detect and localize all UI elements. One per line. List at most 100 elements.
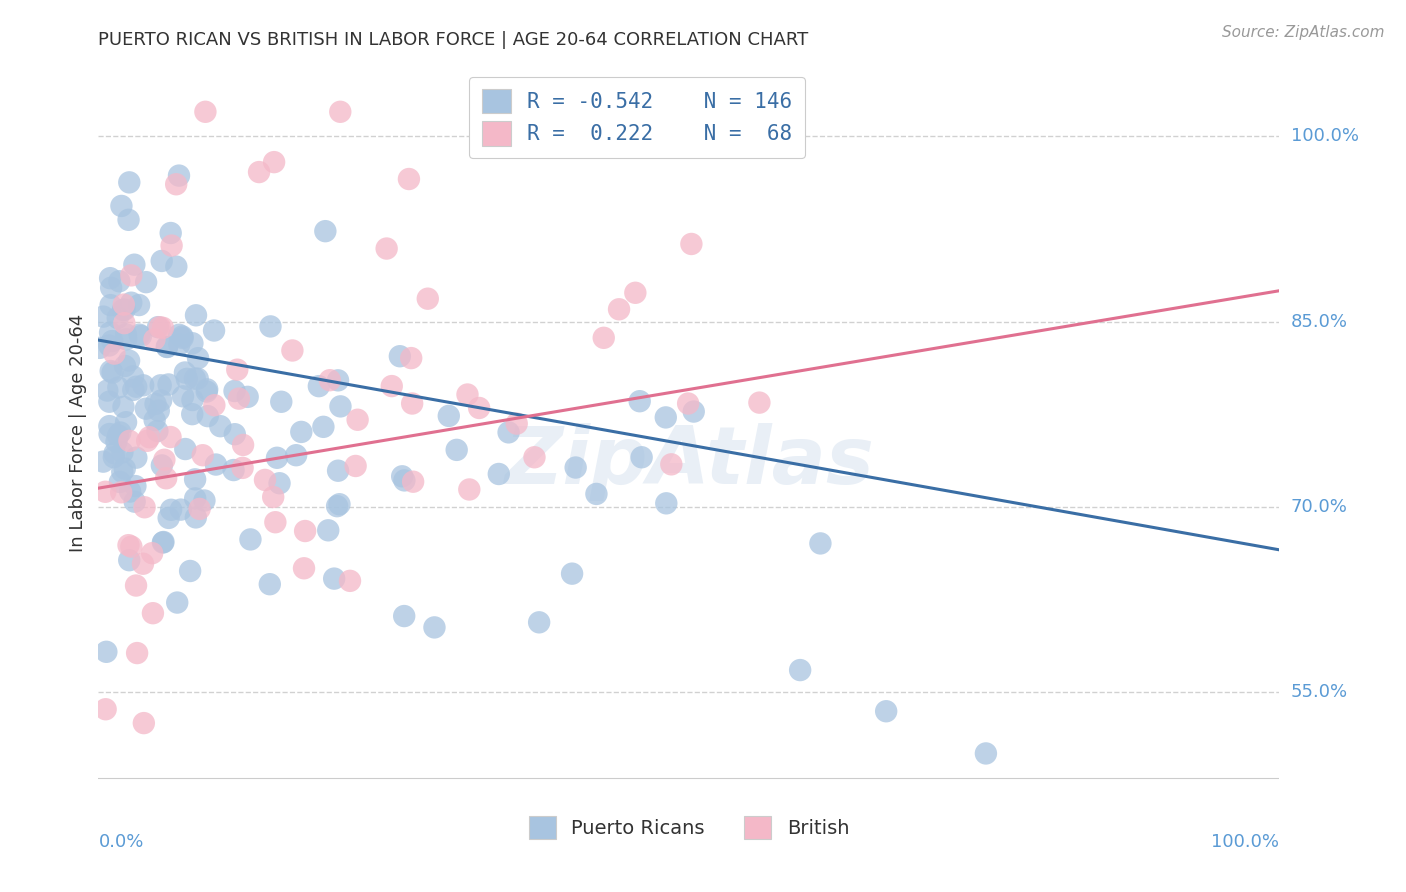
Point [111, 465, 134, 479]
Point [135, 275, 157, 289]
Point [655, 410, 678, 425]
Point [132, 378, 155, 392]
Point [498, 425, 520, 440]
Point [181, 336, 204, 351]
Point [98, 326, 121, 340]
Point [91, 310, 114, 324]
Text: 100.0%: 100.0% [1291, 128, 1358, 145]
Point [115, 332, 138, 346]
Point [128, 327, 150, 342]
Point [132, 716, 155, 731]
Point [259, 577, 281, 591]
Point [150, 458, 173, 473]
Point [124, 258, 146, 272]
Point [153, 452, 176, 467]
Point [561, 566, 583, 581]
Point [523, 450, 546, 465]
Point [110, 425, 132, 440]
Point [655, 496, 678, 510]
Point [682, 404, 704, 418]
Point [118, 353, 141, 368]
Point [160, 503, 183, 517]
Point [100, 364, 122, 378]
Point [391, 469, 413, 483]
Point [98, 427, 121, 442]
Point [94, 702, 117, 716]
Point [339, 574, 361, 588]
Point [875, 704, 897, 718]
Point [143, 413, 166, 427]
Point [224, 384, 246, 398]
Point [107, 310, 129, 325]
Point [628, 394, 651, 409]
Point [111, 445, 134, 459]
Point [98, 419, 121, 434]
Point [184, 472, 207, 486]
Point [112, 297, 135, 311]
Point [96, 645, 118, 659]
Point [120, 268, 142, 283]
Point [101, 334, 124, 348]
Point [94, 484, 117, 499]
Point [98, 394, 121, 409]
Point [468, 401, 491, 415]
Text: 100.0%: 100.0% [1212, 833, 1279, 851]
Point [156, 340, 179, 354]
Point [172, 389, 194, 403]
Point [630, 450, 652, 465]
Point [146, 320, 169, 334]
Point [392, 609, 415, 624]
Point [262, 490, 284, 504]
Point [149, 320, 172, 334]
Point [446, 442, 468, 457]
Point [312, 420, 335, 434]
Point [974, 747, 997, 761]
Point [194, 104, 217, 119]
Point [458, 483, 481, 497]
Point [103, 450, 125, 465]
Point [89, 341, 111, 355]
Point [157, 377, 180, 392]
Point [148, 403, 170, 417]
Point [184, 371, 207, 385]
Point [269, 476, 291, 491]
Point [226, 362, 249, 376]
Point [184, 491, 207, 506]
Point [110, 485, 132, 500]
Point [172, 329, 194, 343]
Point [118, 553, 141, 567]
Point [323, 572, 346, 586]
Point [179, 564, 201, 578]
Point [253, 473, 276, 487]
Point [222, 463, 245, 477]
Point [456, 387, 478, 401]
Point [488, 467, 510, 481]
Point [659, 458, 682, 472]
Point [193, 493, 215, 508]
Point [110, 199, 132, 213]
Point [398, 172, 420, 186]
Text: ZipAtlas: ZipAtlas [503, 423, 875, 501]
Point [98, 338, 121, 352]
Point [681, 237, 703, 252]
Point [810, 536, 832, 550]
Point [197, 409, 219, 424]
Point [159, 430, 181, 444]
Point [141, 546, 163, 560]
Point [191, 448, 214, 462]
Point [103, 446, 125, 460]
Point [308, 379, 330, 393]
Point [142, 606, 165, 620]
Point [96, 384, 118, 398]
Point [402, 475, 425, 489]
Point [170, 502, 193, 516]
Point [506, 417, 529, 431]
Point [202, 324, 225, 338]
Point [132, 557, 155, 571]
Point [105, 434, 128, 449]
Point [167, 337, 190, 351]
Point [124, 494, 146, 508]
Text: 85.0%: 85.0% [1291, 312, 1347, 331]
Point [326, 499, 349, 513]
Text: 55.0%: 55.0% [1291, 682, 1348, 701]
